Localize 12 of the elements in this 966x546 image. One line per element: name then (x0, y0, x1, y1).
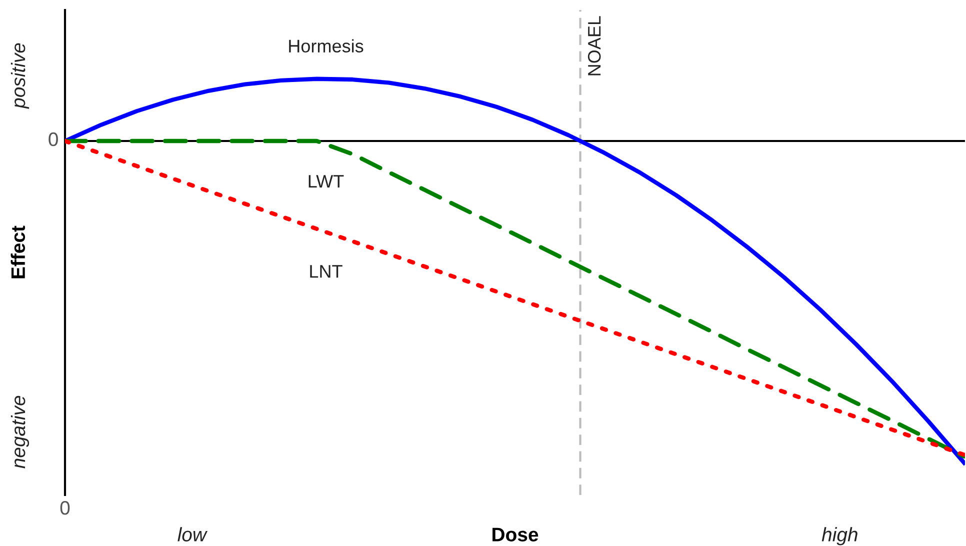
text: negative (10, 396, 30, 468)
text: low (178, 527, 208, 542)
series-label: LWT (308, 175, 344, 188)
text: positive (10, 43, 30, 109)
y-axis-title: Effect (10, 226, 26, 278)
text: NOAEL (588, 16, 601, 76)
x-axis-title: Dose (492, 528, 538, 542)
text: 0 (48, 132, 58, 146)
series-label: LNT (310, 265, 342, 278)
text: high (822, 527, 858, 546)
series-label: Hormesis (289, 39, 364, 52)
text: 0 (60, 501, 70, 515)
